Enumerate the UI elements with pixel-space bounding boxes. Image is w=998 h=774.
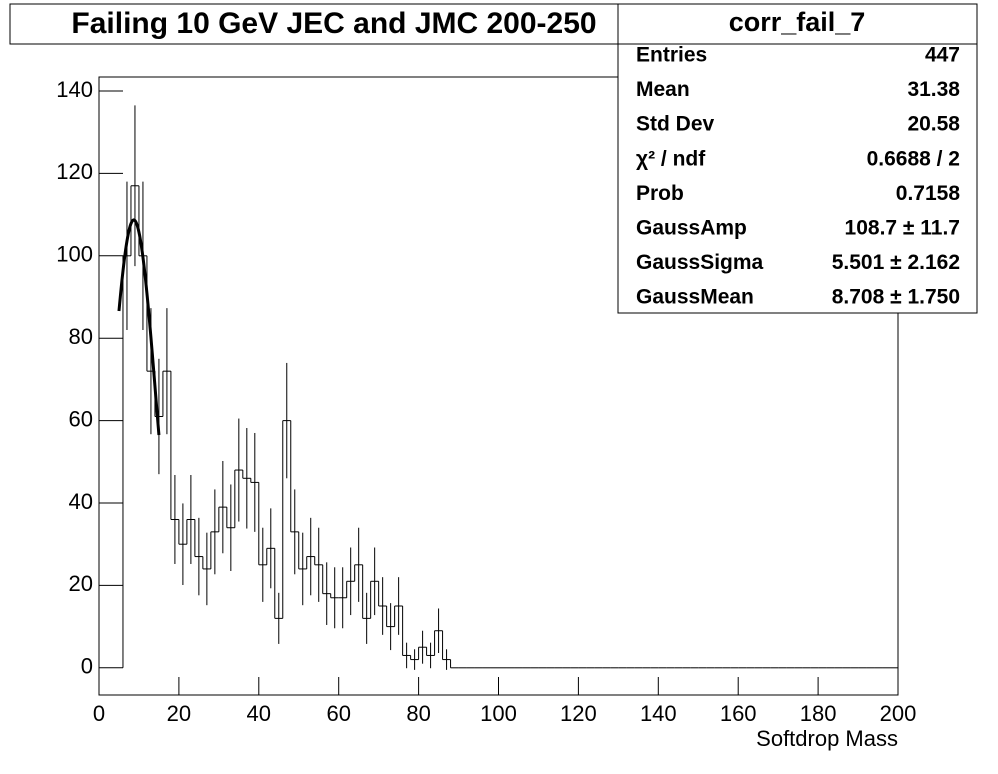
- x-tick-label: 200: [880, 701, 917, 726]
- stats-value: 31.38: [907, 78, 960, 101]
- stats-label: Entries: [636, 44, 707, 67]
- y-tick-label: 80: [69, 324, 93, 349]
- stats-value: 20.58: [907, 113, 960, 136]
- title-box: [9, 3, 659, 45]
- x-tick-label: 40: [247, 701, 271, 726]
- stats-label: Prob: [636, 182, 684, 205]
- x-tick-label: 80: [406, 701, 430, 726]
- stats-label: χ² / ndf: [636, 147, 706, 170]
- x-tick-label: 20: [167, 701, 191, 726]
- fit-curve: [117, 218, 161, 436]
- stats-label: Std Dev: [636, 113, 715, 136]
- stats-box: [617, 3, 978, 314]
- y-tick-label: 100: [56, 242, 93, 267]
- stats-value: 447: [925, 44, 960, 67]
- stats-label: GaussAmp: [636, 217, 747, 240]
- y-tick-label: 60: [69, 406, 93, 431]
- stats-value: 108.7 ± 11.7: [845, 217, 960, 240]
- stats-label: GaussMean: [636, 286, 754, 309]
- x-tick-label: 180: [800, 701, 837, 726]
- x-tick-label: 100: [480, 701, 517, 726]
- stats-value: 0.6688 / 2: [867, 147, 960, 170]
- x-tick-label: 160: [720, 701, 757, 726]
- y-tick-label: 0: [81, 654, 93, 679]
- y-tick-label: 120: [56, 159, 93, 184]
- x-tick-label: 60: [326, 701, 350, 726]
- stats-value: 8.708 ± 1.750: [832, 286, 960, 309]
- stats-value: 0.7158: [896, 182, 961, 205]
- stats-label: Mean: [636, 78, 690, 101]
- stats-label: GaussSigma: [636, 251, 764, 274]
- y-tick-label: 40: [69, 489, 93, 514]
- x-tick-label: 140: [640, 701, 677, 726]
- x-tick-label: 120: [560, 701, 597, 726]
- x-axis-label: Softdrop Mass: [756, 726, 898, 751]
- chart-title: Failing 10 GeV JEC and JMC 200-250: [71, 7, 596, 40]
- y-tick-label: 20: [69, 571, 93, 596]
- stats-value: 5.501 ± 2.162: [832, 251, 960, 274]
- y-tick-label: 140: [56, 77, 93, 102]
- x-tick-label: 0: [93, 701, 105, 726]
- stats-name: corr_fail_7: [729, 7, 866, 37]
